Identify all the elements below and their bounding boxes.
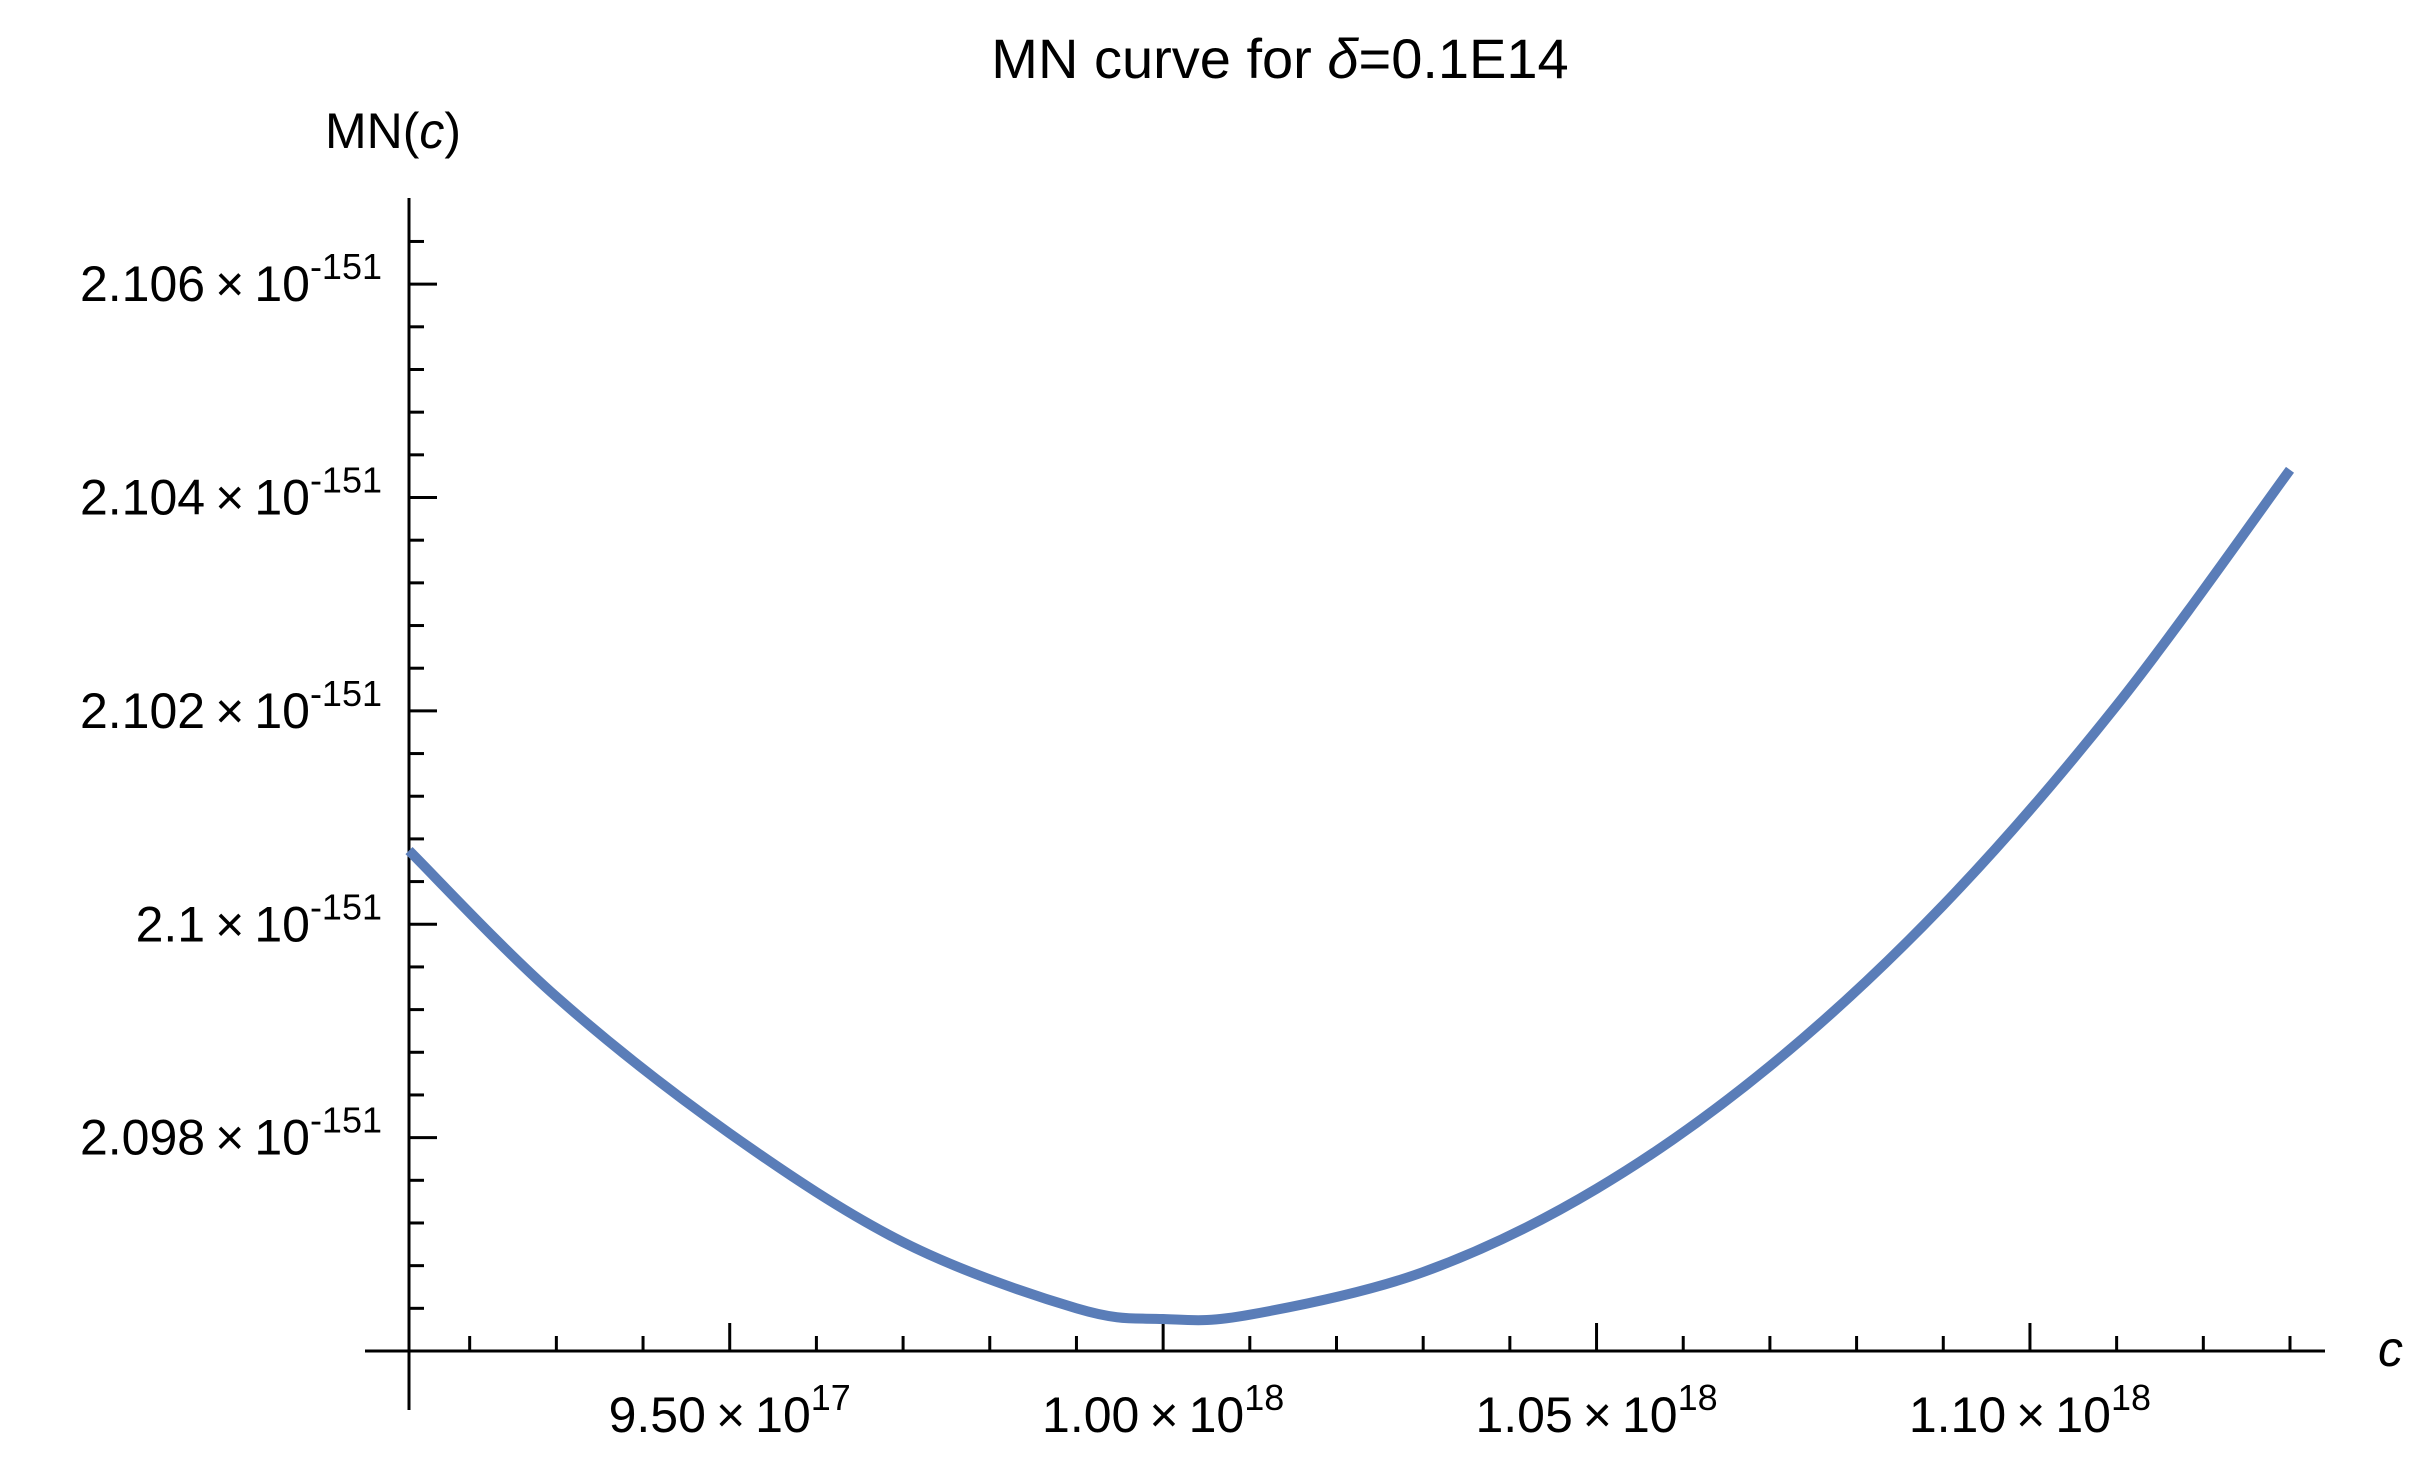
- tick-label-layer: 9.50 × 1017 1.00 × 1018 1.05 × 1018 1.10 × 1018 2.09…: [80, 246, 2151, 1443]
- y-tick-label: 2.104 × 10-151: [80, 460, 382, 526]
- y-tick-label: 2.102 × 10-151: [80, 673, 382, 739]
- x-axis-label: c: [2378, 1321, 2403, 1377]
- x-tick-label: 9.50 × 1017: [609, 1377, 851, 1443]
- y-axis-label: MN(c): [325, 103, 461, 159]
- series-line: [405, 466, 2295, 1326]
- x-tick-label: 1.00 × 1018: [1042, 1377, 1284, 1443]
- series-layer: [405, 466, 2295, 1326]
- x-tick-label: 1.05 × 1018: [1475, 1377, 1717, 1443]
- x-tick-label: 1.10 × 1018: [1909, 1377, 2151, 1443]
- y-tick-label: 2.106 × 10-151: [80, 246, 382, 312]
- tick-layer: [409, 239, 2292, 1351]
- y-tick-label: 2.1 × 10-151: [136, 886, 382, 952]
- y-tick-label: 2.098 × 10-151: [80, 1100, 382, 1166]
- chart-title: MN curve for δ=0.1E14: [991, 27, 1568, 90]
